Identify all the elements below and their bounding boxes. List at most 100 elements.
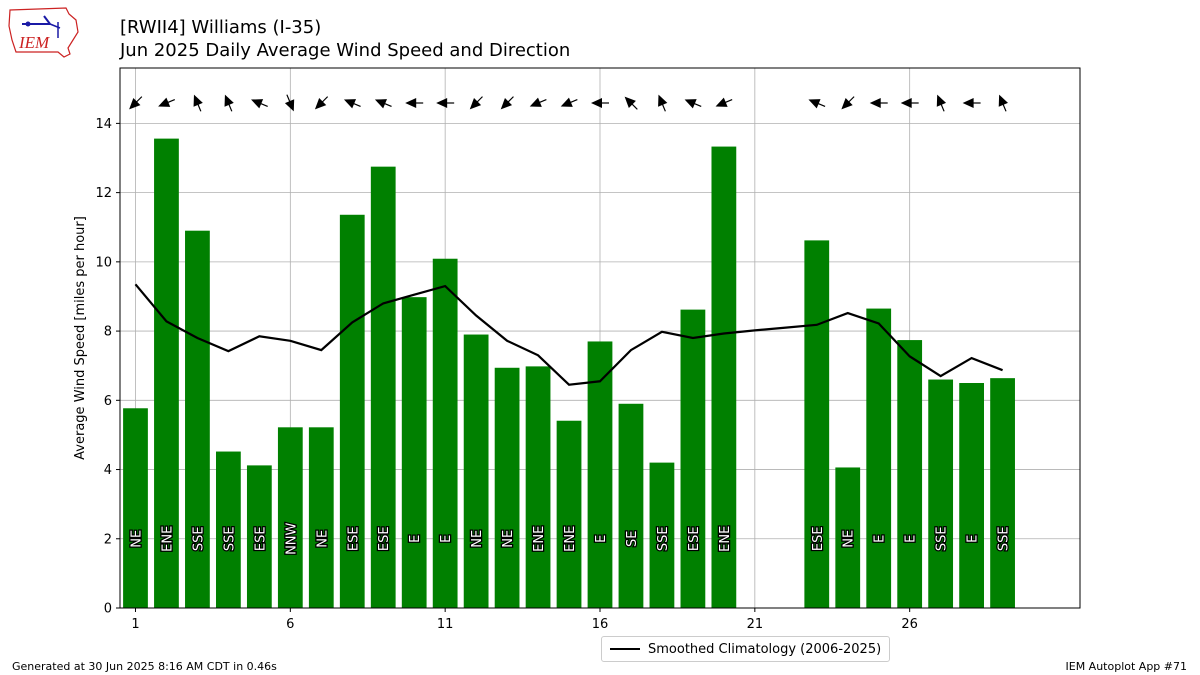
bar [990,378,1015,608]
direction-label: E [873,535,888,543]
direction-label: E [439,535,454,543]
direction-label: ENE [160,526,175,552]
arrow-head [224,94,234,107]
direction-label: ENE [718,526,733,552]
arrow-head [193,94,203,107]
chart-title-station: [RWII4] Williams (I-35) [120,17,322,38]
direction-label: ESE [346,526,361,551]
direction-label: SSE [935,526,950,551]
direction-label: ENE [532,526,547,552]
wind-arrow [224,94,234,112]
climatology-line [134,283,1003,386]
wind-arrow [715,97,733,107]
wind-arrow [962,98,981,108]
bar [835,467,861,608]
bar [525,366,551,608]
generated-timestamp: Generated at 30 Jun 2025 8:16 AM CDT in … [12,660,277,673]
autoplot-app-label: IEM Autoplot App #71 [1065,660,1188,673]
direction-label: NE [470,530,485,548]
legend-line-swatch [610,648,640,650]
direction-label: E [408,535,423,543]
arrow-head [343,99,357,109]
y-tick-label: 14 [95,117,112,132]
wind-arrow [869,98,888,108]
y-tick-label: 12 [95,186,112,201]
direction-label: NE [501,530,516,548]
arrow-head [314,98,327,110]
arrow-head [962,98,974,108]
bar [556,420,582,608]
bar [494,367,520,608]
wind-direction-arrows [129,94,1008,112]
legend: Smoothed Climatology (2006-2025) [601,636,891,662]
arrow-head [129,98,141,110]
y-axis-label: Average Wind Speed [miles per hour] [73,216,88,460]
x-tick-label: 26 [901,617,918,632]
direction-labels: NE ENE SSE SSE ESE NNW NE ESE ESE E E NE NE ENE ENE E SE… [128,521,1013,556]
x-tick-label: 21 [747,617,764,632]
arrow-head [869,98,881,108]
direction-label: E [594,535,609,543]
wind-arrow [374,99,392,109]
bar [959,383,984,608]
y-tick-label: 8 [104,325,112,340]
climatology-series [134,283,1003,386]
bar [154,138,179,608]
direction-label: NE [315,530,330,548]
x-tick-label: 16 [592,617,609,632]
arrow-head [900,98,912,108]
direction-label: NNW [284,522,299,554]
wind-arrow [436,98,455,108]
bar [866,308,892,608]
arrow-head [529,97,542,107]
wind-arrow [900,98,919,108]
direction-label: ESE [377,526,392,551]
direction-label: SE [625,531,640,547]
bars [123,138,1015,609]
bar [711,146,737,609]
iem-logo: IEM [6,4,82,62]
wind-arrow [808,99,826,109]
bar [216,451,241,608]
arrow-head [374,99,387,109]
y-tick-label: 4 [104,463,112,478]
direction-label: NE [129,530,144,548]
bar [277,427,303,608]
direction-label: ENE [563,526,578,552]
direction-label: SSE [997,526,1012,551]
arrow-head [284,99,295,112]
x-tick-label: 11 [437,617,454,632]
arrow-head [500,98,513,110]
x-tick-label: 1 [131,617,139,632]
wind-arrow [998,94,1008,112]
bar [928,379,954,608]
direction-label: SSE [222,526,237,551]
bar [123,408,148,608]
arrow-head [469,98,482,110]
arrow-head [624,96,636,108]
y-tick-label: 0 [104,602,112,617]
wind-arrow [129,96,143,110]
wind-arrow [284,94,295,112]
bar [463,334,489,608]
direction-label: SSE [656,526,671,551]
direction-label: ESE [253,526,268,551]
wind-arrow [591,98,609,108]
wind-arrow [314,96,329,110]
y-tick-label: 10 [95,255,112,270]
y-tick-label: 2 [104,532,112,547]
wind-arrow [684,99,702,109]
direction-label: E [904,535,919,543]
wind-arrow [500,96,514,110]
chart-title: Jun 2025 Daily Average Wind Speed and Di… [120,40,571,61]
arrow-head [658,94,668,107]
x-tick-label: 6 [286,617,294,632]
arrow-head [251,99,264,109]
arrow-head [158,97,171,107]
arrow-head [591,98,602,108]
direction-label: E [966,535,981,543]
wind-arrow [529,97,547,107]
bar [308,427,334,608]
